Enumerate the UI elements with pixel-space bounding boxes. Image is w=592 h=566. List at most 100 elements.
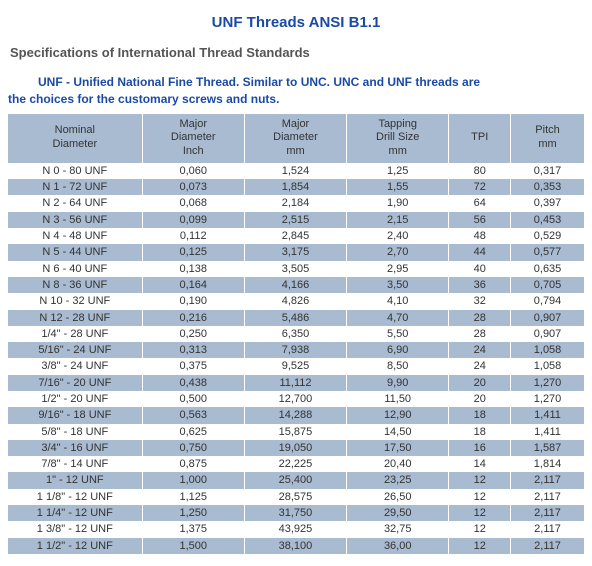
table-cell: 1/4" - 28 UNF — [8, 326, 142, 342]
table-cell: 18 — [449, 424, 511, 440]
table-cell: 20 — [449, 391, 511, 407]
table-cell: 1,270 — [511, 391, 584, 407]
table-cell: 0,190 — [142, 293, 244, 309]
table-cell: 0,375 — [142, 358, 244, 374]
table-cell: 9,525 — [244, 358, 346, 374]
table-cell: 1,500 — [142, 538, 244, 554]
table-cell: 0,164 — [142, 277, 244, 293]
table-cell: 36 — [449, 277, 511, 293]
table-cell: 0,625 — [142, 424, 244, 440]
table-cell: 0,216 — [142, 310, 244, 326]
description-line2: the choices for the customary screws and… — [8, 92, 279, 106]
table-cell: 80 — [449, 163, 511, 179]
table-cell: 2,117 — [511, 521, 584, 537]
table-cell: 1,587 — [511, 440, 584, 456]
table-cell: 0,750 — [142, 440, 244, 456]
table-cell: 12 — [449, 472, 511, 488]
table-cell: 1 1/4" - 12 UNF — [8, 505, 142, 521]
thread-description: UNF - Unified National Fine Thread. Simi… — [8, 74, 584, 108]
table-cell: 12 — [449, 521, 511, 537]
table-cell: 0,250 — [142, 326, 244, 342]
table-cell: 16 — [449, 440, 511, 456]
table-cell: 4,70 — [347, 310, 449, 326]
table-cell: 1,411 — [511, 424, 584, 440]
table-cell: 1,375 — [142, 521, 244, 537]
table-cell: N 0 - 80 UNF — [8, 163, 142, 179]
thread-standards-table: NominalDiameterMajorDiameterInchMajorDia… — [8, 114, 584, 554]
table-row: N 10 - 32 UNF0,1904,8264,10320,794 — [8, 293, 584, 309]
table-row: N 12 - 28 UNF0,2165,4864,70280,907 — [8, 310, 584, 326]
table-row: 7/16" - 20 UNF0,43811,1129,90201,270 — [8, 375, 584, 391]
table-cell: 2,515 — [244, 212, 346, 228]
description-line1: UNF - Unified National Fine Thread. Simi… — [38, 75, 480, 89]
table-cell: 1,000 — [142, 472, 244, 488]
table-cell: 1,55 — [347, 179, 449, 195]
table-cell: 8,50 — [347, 358, 449, 374]
table-cell: 6,90 — [347, 342, 449, 358]
table-cell: 0,099 — [142, 212, 244, 228]
table-cell: N 10 - 32 UNF — [8, 293, 142, 309]
table-cell: 40 — [449, 261, 511, 277]
table-cell: 5,486 — [244, 310, 346, 326]
table-cell: 4,166 — [244, 277, 346, 293]
table-row: N 0 - 80 UNF0,0601,5241,25800,317 — [8, 163, 584, 179]
table-header-cell: TPI — [449, 114, 511, 163]
table-row: N 2 - 64 UNF0,0682,1841,90640,397 — [8, 195, 584, 211]
table-cell: 2,117 — [511, 472, 584, 488]
table-cell: 32 — [449, 293, 511, 309]
table-row: 3/4" - 16 UNF0,75019,05017,50161,587 — [8, 440, 584, 456]
table-cell: 2,117 — [511, 505, 584, 521]
table-cell: 0,125 — [142, 244, 244, 260]
table-cell: 12 — [449, 505, 511, 521]
table-cell: 17,50 — [347, 440, 449, 456]
table-cell: 64 — [449, 195, 511, 211]
table-cell: 3,505 — [244, 261, 346, 277]
table-cell: 28 — [449, 310, 511, 326]
table-cell: 0,529 — [511, 228, 584, 244]
table-row: 1" - 12 UNF1,00025,40023,25122,117 — [8, 472, 584, 488]
table-cell: 1,25 — [347, 163, 449, 179]
table-cell: 0,438 — [142, 375, 244, 391]
table-cell: 4,826 — [244, 293, 346, 309]
table-cell: 43,925 — [244, 521, 346, 537]
table-cell: 22,225 — [244, 456, 346, 472]
table-row: 1/2" - 20 UNF0,50012,70011,50201,270 — [8, 391, 584, 407]
table-cell: 0,500 — [142, 391, 244, 407]
table-cell: 0,112 — [142, 228, 244, 244]
table-cell: N 4 - 48 UNF — [8, 228, 142, 244]
table-cell: N 12 - 28 UNF — [8, 310, 142, 326]
table-cell: N 6 - 40 UNF — [8, 261, 142, 277]
table-cell: 2,95 — [347, 261, 449, 277]
table-cell: 2,845 — [244, 228, 346, 244]
table-cell: 2,15 — [347, 212, 449, 228]
table-row: 1 1/4" - 12 UNF1,25031,75029,50122,117 — [8, 505, 584, 521]
table-cell: 15,875 — [244, 424, 346, 440]
page-subtitle: Specifications of International Thread S… — [10, 45, 584, 60]
table-cell: 2,184 — [244, 195, 346, 211]
table-cell: 3,50 — [347, 277, 449, 293]
table-cell: 14,288 — [244, 407, 346, 423]
table-cell: 0,907 — [511, 310, 584, 326]
table-cell: 1,270 — [511, 375, 584, 391]
table-cell: 5,50 — [347, 326, 449, 342]
table-cell: 14 — [449, 456, 511, 472]
table-row: N 3 - 56 UNF0,0992,5152,15560,453 — [8, 212, 584, 228]
table-cell: 31,750 — [244, 505, 346, 521]
table-cell: 1,90 — [347, 195, 449, 211]
table-row: 1 1/8" - 12 UNF1,12528,57526,50122,117 — [8, 489, 584, 505]
table-cell: 23,25 — [347, 472, 449, 488]
table-row: 5/8" - 18 UNF0,62515,87514,50181,411 — [8, 424, 584, 440]
table-cell: 3/8" - 24 UNF — [8, 358, 142, 374]
table-cell: 1,250 — [142, 505, 244, 521]
table-cell: 0,317 — [511, 163, 584, 179]
table-cell: 0,353 — [511, 179, 584, 195]
table-header-cell: Pitchmm — [511, 114, 584, 163]
table-cell: 14,50 — [347, 424, 449, 440]
table-cell: 38,100 — [244, 538, 346, 554]
table-cell: 2,117 — [511, 538, 584, 554]
table-cell: 26,50 — [347, 489, 449, 505]
table-header-cell: MajorDiameterInch — [142, 114, 244, 163]
table-cell: 0,875 — [142, 456, 244, 472]
table-cell: 36,00 — [347, 538, 449, 554]
table-cell: 20 — [449, 375, 511, 391]
